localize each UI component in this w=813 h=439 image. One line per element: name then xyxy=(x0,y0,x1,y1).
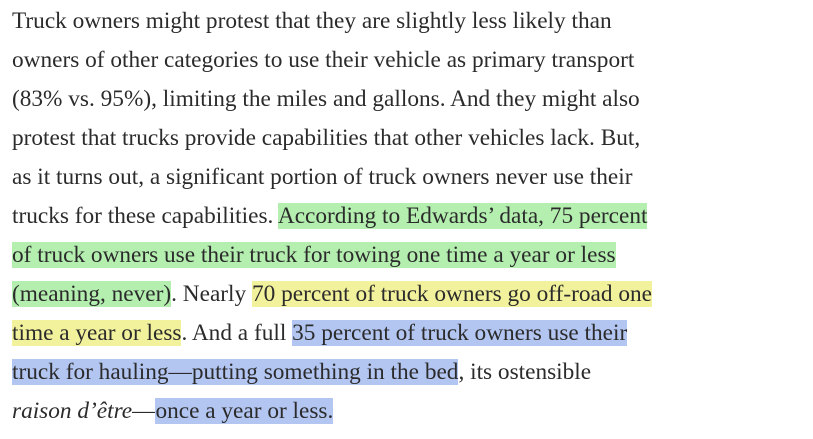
highlight-yellow: time a year or less xyxy=(12,320,182,346)
text-run: protest that trucks provide capabilities… xyxy=(12,125,641,151)
text-run: (83% vs. 95%), limiting the miles and ga… xyxy=(12,86,640,112)
text-run: , its ostensible xyxy=(458,359,592,385)
italic-text: raison d’être xyxy=(12,398,133,424)
text-line: of truck owners use their truck for towi… xyxy=(12,236,807,275)
text-line: time a year or less. And a full 35 perce… xyxy=(12,314,807,353)
highlight-green: (meaning, never) xyxy=(12,281,172,307)
text-line: protest that trucks provide capabilities… xyxy=(12,119,807,158)
article-paragraph: Truck owners might protest that they are… xyxy=(12,2,807,431)
text-run: trucks for these capabilities. xyxy=(12,203,278,229)
text-line: raison d’être—once a year or less. xyxy=(12,392,807,431)
text-line: Truck owners might protest that they are… xyxy=(12,2,807,41)
text-line: trucks for these capabilities. According… xyxy=(12,197,807,236)
highlight-yellow: 70 percent of truck owners go off-road o… xyxy=(251,281,652,307)
text-line: owners of other categories to use their … xyxy=(12,41,807,80)
highlight-blue: 35 percent of truck owners use their xyxy=(292,320,628,346)
text-run: owners of other categories to use their … xyxy=(12,47,635,73)
text-line: as it turns out, a significant portion o… xyxy=(12,158,807,197)
highlight-green: of truck owners use their truck for towi… xyxy=(12,242,616,268)
text-line: truck for hauling—putting something in t… xyxy=(12,353,807,392)
text-run: . And a full xyxy=(181,320,293,346)
text-run: . Nearly xyxy=(171,281,252,307)
text-run: Truck owners might protest that they are… xyxy=(12,8,612,34)
highlight-blue: truck for hauling—putting something in t… xyxy=(12,359,459,385)
text-run: as it turns out, a significant portion o… xyxy=(12,164,633,190)
highlight-green: According to Edwards’ data, 75 percent xyxy=(277,203,648,229)
highlight-blue: once a year or less. xyxy=(155,398,334,424)
text-line: (83% vs. 95%), limiting the miles and ga… xyxy=(12,80,807,119)
text-line: (meaning, never). Nearly 70 percent of t… xyxy=(12,275,807,314)
text-run: — xyxy=(132,398,156,424)
